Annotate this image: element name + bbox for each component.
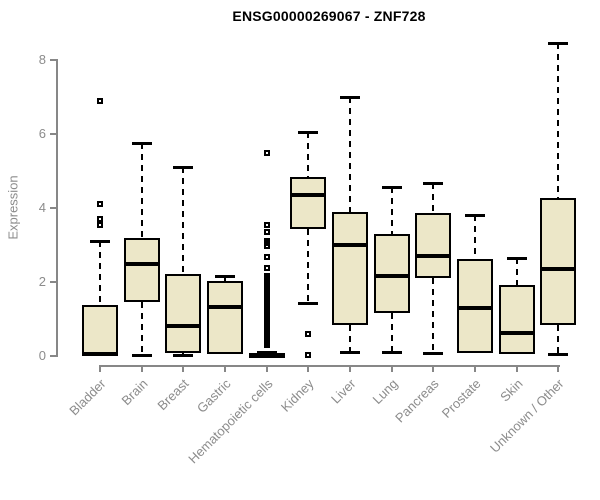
x-axis-tick: [140, 366, 143, 372]
median-line: [165, 323, 202, 328]
outlier-point: [97, 201, 103, 208]
box-prostate: [457, 259, 493, 354]
median-line: [373, 274, 410, 279]
box-unknown-other: [540, 197, 577, 325]
outlier-point: [97, 216, 103, 223]
outlier-point: [263, 253, 270, 260]
outlier-point: [263, 221, 270, 228]
y-axis-line: [56, 59, 58, 357]
x-axis-tick: [515, 366, 518, 372]
x-axis-tick: [99, 366, 101, 372]
upper-whisker-cap: [215, 275, 235, 279]
x-axis-tick: [265, 366, 268, 372]
lower-whisker: [557, 324, 560, 355]
median-line: [415, 254, 452, 259]
lower-whisker-cap: [423, 352, 444, 356]
outlier-point: [263, 242, 270, 249]
upper-whisker-cap: [506, 257, 527, 261]
box-kidney: [290, 176, 327, 230]
lower-whisker-cap: [173, 353, 194, 357]
outlier-point: [305, 330, 312, 337]
x-axis-tick: [224, 366, 226, 372]
y-tick-label: 8: [38, 52, 46, 67]
outlier-point: [97, 221, 103, 228]
y-tick-label: 4: [38, 200, 46, 215]
lower-whisker-cap: [298, 302, 319, 306]
upper-whisker: [390, 186, 393, 234]
upper-whisker: [557, 43, 560, 198]
median-line: [498, 331, 535, 336]
y-axis-tick: [50, 59, 56, 61]
lower-whisker-cap: [548, 353, 569, 357]
x-axis-tick: [390, 366, 393, 372]
lower-whisker-cap: [131, 353, 152, 357]
x-axis-tick: [432, 366, 435, 372]
lower-whisker: [432, 278, 435, 354]
median-line: [540, 267, 577, 272]
y-axis-tick: [50, 133, 56, 135]
median-line: [82, 352, 118, 357]
x-axis-tick: [307, 366, 310, 372]
upper-whisker-cap: [340, 96, 360, 99]
median-line: [248, 353, 285, 358]
upper-whisker-cap: [90, 240, 110, 244]
outlier-point: [263, 149, 270, 156]
upper-whisker-cap: [548, 42, 569, 46]
x-axis-tick: [349, 366, 351, 372]
upper-whisker: [432, 182, 435, 214]
outlier-point: [263, 341, 270, 348]
y-axis-tick: [50, 355, 56, 357]
y-tick-label: 0: [38, 348, 46, 363]
upper-whisker: [182, 167, 185, 274]
lower-whisker: [349, 324, 351, 352]
x-axis-tick: [182, 366, 185, 372]
x-axis-tick: [474, 366, 476, 372]
median-line: [123, 261, 160, 266]
upper-whisker-cap: [173, 166, 194, 170]
box-liver: [332, 212, 368, 325]
upper-whisker: [515, 258, 518, 285]
median-line: [290, 193, 327, 198]
box-brain: [123, 237, 160, 302]
median-line: [457, 306, 493, 311]
upper-whisker-cap: [298, 131, 319, 135]
lower-whisker: [390, 313, 393, 353]
outlier-point: [263, 264, 270, 271]
lower-whisker: [140, 301, 143, 355]
upper-whisker: [307, 132, 310, 177]
upper-whisker-cap: [131, 142, 152, 146]
upper-whisker: [349, 97, 351, 213]
median-line: [332, 243, 368, 247]
upper-whisker-cap: [381, 185, 402, 189]
box-gastric: [207, 280, 243, 355]
y-axis-tick: [50, 281, 56, 283]
median-line: [207, 304, 243, 309]
outlier-point: [263, 229, 270, 236]
upper-whisker-cap: [465, 213, 485, 217]
box-lung: [373, 233, 410, 314]
box-bladder: [82, 304, 118, 356]
lower-whisker-cap: [340, 350, 360, 354]
upper-whisker: [140, 143, 143, 238]
y-tick-label: 2: [38, 274, 46, 289]
chart-title: ENSG00000269067 - ZNF728: [232, 8, 426, 24]
x-axis-line: [99, 365, 561, 367]
y-axis-tick: [50, 207, 56, 209]
upper-whisker: [99, 241, 101, 305]
box-breast: [165, 273, 202, 354]
lower-whisker-cap: [381, 351, 402, 355]
lower-whisker: [307, 229, 310, 304]
upper-whisker-cap: [256, 351, 277, 355]
outlier-point: [97, 97, 103, 104]
outlier-point: [305, 352, 312, 359]
y-tick-label: 6: [38, 126, 46, 141]
x-axis-tick: [557, 366, 560, 372]
upper-whisker-cap: [423, 181, 444, 185]
box-pancreas: [415, 213, 452, 279]
upper-whisker: [474, 214, 476, 260]
box-skin: [498, 284, 535, 355]
upper-whisker: [224, 276, 226, 281]
